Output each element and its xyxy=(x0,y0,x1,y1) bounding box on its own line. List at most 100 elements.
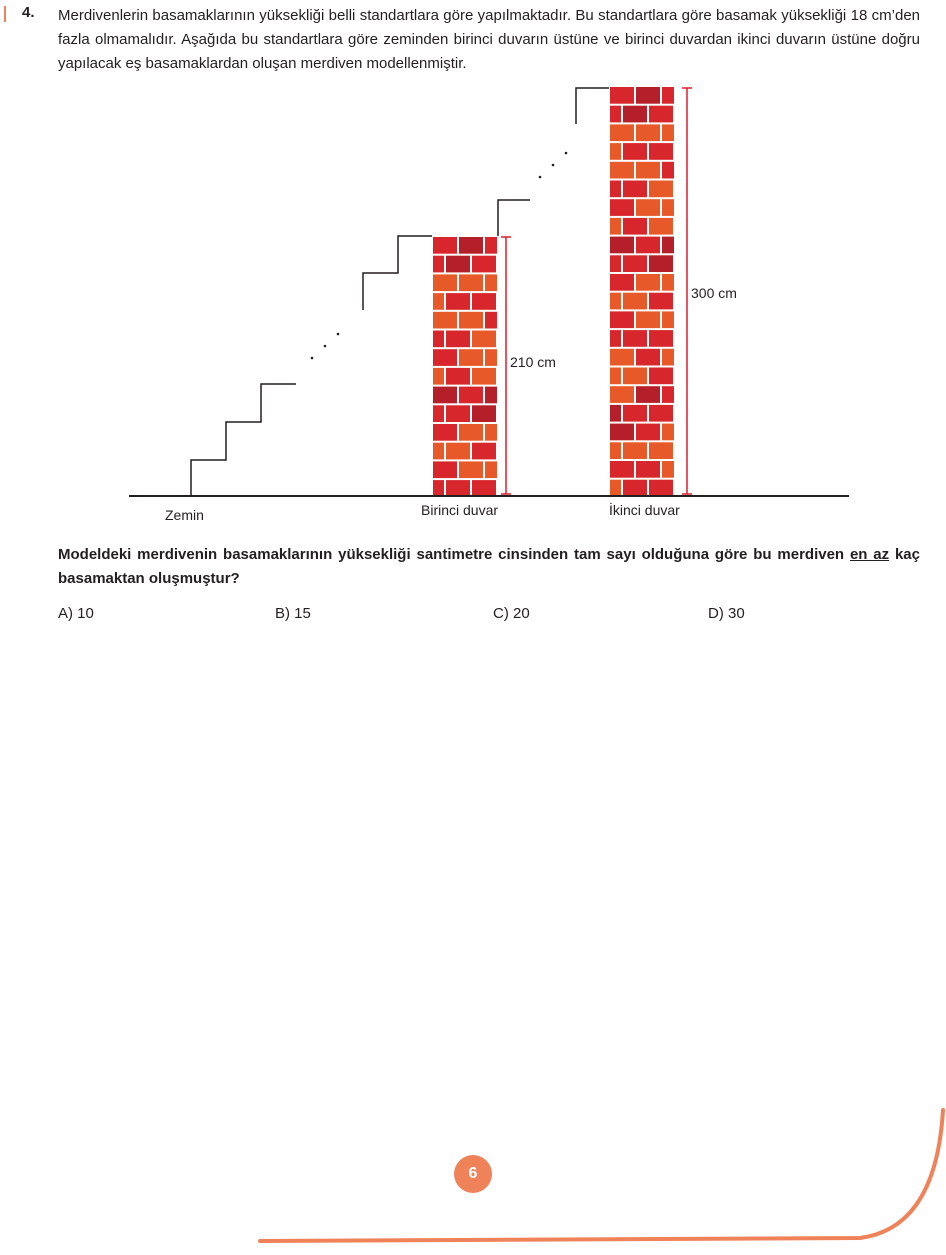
brick xyxy=(472,330,496,348)
brick xyxy=(610,255,621,272)
brick xyxy=(433,480,444,495)
first-wall-bricks xyxy=(432,236,498,496)
brick xyxy=(433,367,444,385)
question-stem-part2: kaç basamaktan oluşmuştur? xyxy=(58,546,920,587)
brick xyxy=(610,105,621,123)
brick xyxy=(649,442,673,459)
first-wall-label: Birinci duvar xyxy=(421,502,498,518)
brick xyxy=(485,349,497,366)
brick xyxy=(662,161,674,179)
brick xyxy=(610,442,621,459)
brick xyxy=(623,330,647,347)
brick xyxy=(485,424,497,441)
brick xyxy=(610,330,621,347)
brick xyxy=(636,236,660,254)
ellipsis-dots-lower xyxy=(310,332,340,360)
brick xyxy=(662,461,674,478)
page-number: 6 xyxy=(454,1155,492,1193)
brick xyxy=(636,348,660,366)
brick xyxy=(459,386,483,404)
first-wall-measure xyxy=(501,236,511,495)
brick xyxy=(472,255,496,273)
brick xyxy=(649,105,673,123)
brick xyxy=(649,330,673,347)
brick xyxy=(610,143,621,160)
brick xyxy=(459,274,483,292)
brick xyxy=(472,293,496,310)
brick xyxy=(610,479,621,495)
staircase-lower xyxy=(190,383,296,496)
brick xyxy=(472,367,496,385)
brick xyxy=(610,404,621,422)
brick xyxy=(662,236,674,254)
staircase-upper-left xyxy=(362,235,432,310)
brick xyxy=(485,237,497,254)
second-wall-label: İkinci duvar xyxy=(609,501,680,518)
brick xyxy=(662,199,674,216)
staircase-figure: 210 cm 300 cm Zemin Birinci duvar İkinci… xyxy=(129,86,849,523)
brick xyxy=(649,292,673,310)
brick xyxy=(649,479,673,495)
brick xyxy=(433,274,457,292)
margin-mark xyxy=(4,6,6,22)
brick xyxy=(610,236,634,254)
option-c[interactable]: C) 20 xyxy=(493,605,530,622)
brick xyxy=(636,386,660,403)
brick xyxy=(610,292,621,310)
brick xyxy=(433,237,457,254)
brick xyxy=(446,442,470,460)
ground-label: Zemin xyxy=(165,507,204,523)
brick xyxy=(459,349,483,366)
second-wall-bricks xyxy=(609,86,675,496)
brick xyxy=(610,87,634,104)
option-a[interactable]: A) 10 xyxy=(58,605,94,622)
brick xyxy=(623,292,647,310)
brick xyxy=(623,479,647,495)
brick xyxy=(636,87,660,104)
brick xyxy=(623,180,647,198)
brick xyxy=(623,255,647,272)
brick xyxy=(610,199,634,216)
second-wall-measure xyxy=(682,87,692,495)
brick xyxy=(662,386,674,403)
brick xyxy=(472,442,496,460)
brick xyxy=(610,311,634,329)
brick xyxy=(649,180,673,198)
brick xyxy=(610,423,634,441)
brick xyxy=(433,311,457,329)
question-stem-emphasis: en az xyxy=(849,546,890,563)
first-wall-height-label: 210 cm xyxy=(510,354,556,370)
brick xyxy=(623,105,647,123)
brick xyxy=(459,311,483,329)
brick xyxy=(433,330,444,348)
ellipsis-dots-upper xyxy=(538,151,568,179)
brick xyxy=(636,124,660,142)
option-d[interactable]: D) 30 xyxy=(708,605,745,622)
brick xyxy=(623,404,647,422)
brick xyxy=(636,274,660,291)
brick xyxy=(662,311,674,329)
brick xyxy=(485,386,497,404)
brick xyxy=(623,367,647,385)
brick xyxy=(446,293,470,310)
brick xyxy=(433,255,444,273)
brick xyxy=(459,461,483,479)
second-wall-height-label: 300 cm xyxy=(691,285,737,301)
brick xyxy=(610,367,621,385)
brick xyxy=(636,461,660,478)
question-stem-part1: Modeldeki merdivenin basamaklarının yüks… xyxy=(58,546,850,563)
brick xyxy=(485,461,497,479)
brick xyxy=(459,424,483,441)
brick xyxy=(610,124,634,142)
brick xyxy=(446,480,470,495)
brick xyxy=(610,348,634,366)
brick xyxy=(433,386,457,404)
brick xyxy=(636,423,660,441)
brick xyxy=(485,274,497,292)
brick xyxy=(610,180,621,198)
brick xyxy=(662,274,674,291)
option-b[interactable]: B) 15 xyxy=(275,605,311,622)
brick xyxy=(433,405,444,422)
brick xyxy=(610,217,621,235)
brick xyxy=(472,405,496,422)
